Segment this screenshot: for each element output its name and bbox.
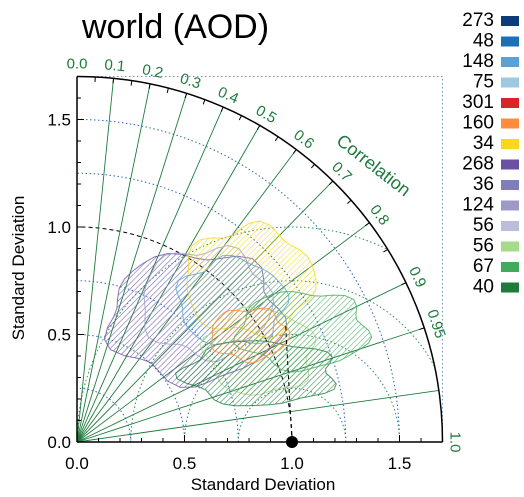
- correlation-tick: [274, 136, 279, 142]
- legend-label: 36: [473, 174, 494, 195]
- legend-label: 160: [462, 113, 494, 134]
- reference-dashed-line: [285, 323, 293, 443]
- correlation-tick: [202, 99, 206, 105]
- y-tick-label: 1.5: [47, 111, 71, 130]
- legend-swatch: [501, 221, 519, 231]
- y-tick-label: 0.0: [47, 433, 71, 452]
- legend-swatch: [501, 282, 519, 293]
- std-arc: [76, 172, 347, 443]
- correlation-ray: [76, 389, 439, 443]
- legend-swatch: [501, 77, 519, 88]
- correlation-axis-arc: [76, 75, 444, 443]
- y-axis-label: Standard Deviation: [9, 196, 28, 341]
- legend-swatch: [501, 16, 519, 26]
- x-tick-label: 1.0: [280, 454, 304, 473]
- correlation-tick: [220, 106, 224, 112]
- y-tick-label: 1.0: [47, 218, 71, 237]
- legend-label: 56: [473, 236, 494, 257]
- legend-swatch: [501, 262, 519, 272]
- x-tick-label: 1.5: [388, 454, 412, 473]
- legend-swatch: [501, 159, 519, 170]
- legend-swatch: [501, 57, 519, 67]
- std-arc: [76, 119, 400, 443]
- legend-label: 124: [462, 195, 494, 216]
- legend-label: 268: [462, 154, 494, 175]
- legend-label: 148: [462, 51, 494, 72]
- legend-swatch: [501, 241, 519, 252]
- correlation-tick-label: 0.9: [405, 264, 429, 290]
- correlation-tick-label: 0.3: [178, 70, 203, 92]
- correlation-tick: [365, 222, 370, 227]
- region-layer: [103, 220, 373, 407]
- x-tick-label: 0.0: [65, 454, 89, 473]
- legend-swatch: [501, 180, 519, 190]
- legend-swatch: [501, 139, 519, 149]
- correlation-tick: [148, 83, 151, 89]
- rms-arc: [130, 280, 435, 442]
- std-arc: [76, 334, 185, 443]
- legend-swatch: [501, 98, 519, 108]
- legend-label: 67: [473, 256, 494, 277]
- correlation-tick: [401, 282, 407, 286]
- legend-swatch: [501, 200, 519, 211]
- correlation-tick: [238, 115, 242, 121]
- legend-swatch: [501, 118, 519, 129]
- legend-label: 56: [473, 215, 494, 236]
- correlation-tick: [383, 249, 388, 253]
- correlation-ray: [76, 83, 151, 443]
- legend-label: 273: [462, 10, 494, 31]
- outer-box: [77, 76, 443, 442]
- correlation-tick-label: 0.1: [104, 56, 126, 75]
- correlation-tick: [328, 180, 334, 185]
- legend-label: 34: [473, 133, 495, 154]
- legend-label: 75: [473, 72, 494, 93]
- model-spread-region: [210, 307, 291, 364]
- correlation-tick: [256, 125, 261, 131]
- chart-title: world (AOD): [81, 8, 269, 46]
- correlation-tick-label: 0.2: [141, 61, 165, 82]
- legend-label: 48: [473, 31, 494, 52]
- correlation-tick: [166, 87, 169, 94]
- correlation-tick-label: 1.0: [447, 432, 464, 453]
- correlation-tick: [130, 80, 133, 86]
- x-axis-label: Standard Deviation: [191, 475, 336, 494]
- correlation-tick: [184, 93, 188, 99]
- correlation-ray: [76, 78, 114, 443]
- correlation-tick: [310, 163, 315, 169]
- correlation-tick: [292, 149, 297, 154]
- correlation-tick: [112, 78, 115, 84]
- legend-label: 40: [473, 277, 494, 298]
- y-tick-label: 0.5: [47, 326, 71, 345]
- legend-label: 301: [462, 92, 494, 113]
- correlation-tick-label: 0.4: [215, 84, 241, 108]
- correlation-ray: [76, 93, 188, 443]
- correlation-tick-label: 0.0: [67, 55, 88, 72]
- rms-arc: [76, 226, 387, 443]
- x-tick-label: 0.5: [173, 454, 197, 473]
- correlation-tick: [419, 327, 425, 330]
- correlation-tick: [347, 199, 352, 204]
- legend-swatch: [501, 36, 519, 47]
